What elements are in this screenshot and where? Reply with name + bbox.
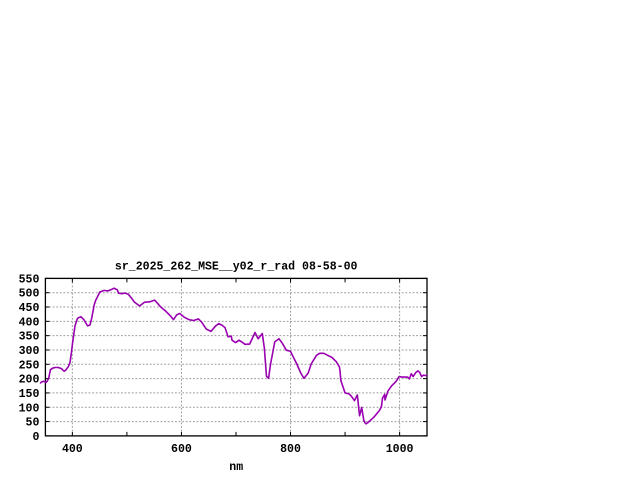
svg-text:250: 250 [19,359,40,372]
svg-text:500: 500 [19,288,40,301]
svg-text:400: 400 [19,316,40,329]
svg-text:550: 550 [19,273,40,286]
svg-text:100: 100 [19,402,40,415]
svg-text:400: 400 [62,443,83,456]
svg-text:600: 600 [171,443,192,456]
svg-text:50: 50 [26,417,40,430]
svg-text:150: 150 [19,388,40,401]
svg-text:450: 450 [19,302,40,315]
svg-text:800: 800 [280,443,301,456]
svg-text:350: 350 [19,331,40,344]
svg-text:1000: 1000 [386,443,414,456]
svg-text:200: 200 [19,374,40,387]
svg-text:nm: nm [229,461,243,474]
svg-text:300: 300 [19,345,40,358]
svg-text:sr_2025_262_MSE__y02_r_rad 08-: sr_2025_262_MSE__y02_r_rad 08-58-00 [115,260,358,273]
svg-text:0: 0 [32,431,39,444]
